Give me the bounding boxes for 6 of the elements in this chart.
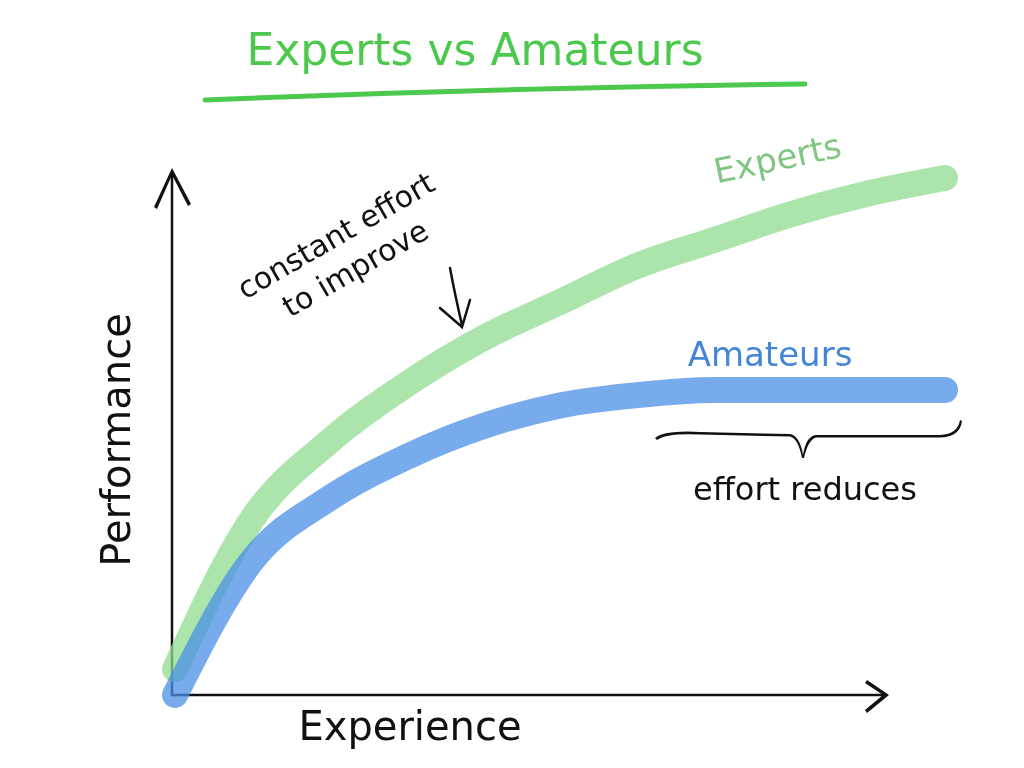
x-axis-title: Experience <box>298 703 522 749</box>
series-label: Amateurs <box>687 334 853 374</box>
chart-title: Experts vs Amateurs <box>246 24 704 75</box>
y-axis-title: Performance <box>93 313 139 567</box>
text: Experts <box>710 125 845 192</box>
annotation: effort reduces <box>693 470 917 508</box>
